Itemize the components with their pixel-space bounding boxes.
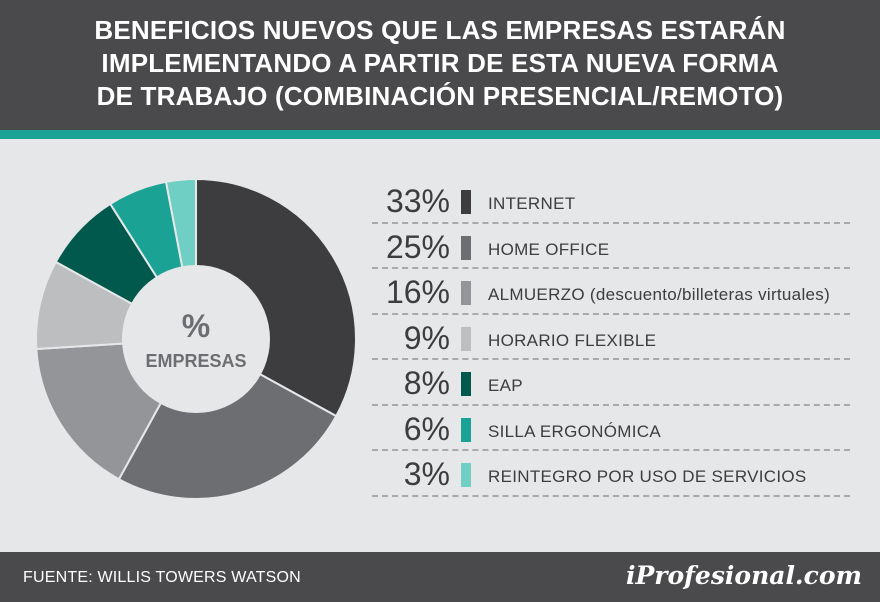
legend-value: 8% — [403, 365, 450, 401]
legend-row: 6% SILLA ERGONÓMICA — [372, 406, 850, 451]
legend-value: 16% — [385, 274, 450, 310]
pie-center-hole — [122, 265, 270, 413]
legend-swatch — [461, 372, 471, 396]
legend-value: 3% — [403, 456, 450, 492]
legend-row: 25% HOME OFFICE — [372, 224, 850, 269]
chart-title: BENEFICIOS NUEVOS QUE LAS EMPRESAS ESTAR… — [20, 14, 860, 113]
legend-row: 3% REINTEGRO POR USO DE SERVICIOS — [372, 451, 850, 497]
legend-row: 16% ALMUERZO (descuento/billeteras virtua… — [372, 269, 850, 315]
pie-slice-2 — [117, 337, 338, 500]
legend-value: 33% — [385, 183, 450, 219]
legend-swatch — [461, 326, 471, 351]
legend-label: ALMUERZO (descuento/billeteras virtuales… — [488, 285, 831, 304]
brand-logo: iProfesional.com — [626, 561, 862, 590]
legend-label: EAP — [488, 376, 523, 395]
legend-label: HOME OFFICE — [488, 239, 610, 259]
footer: FUENTE: WILLIS TOWERS WATSON iProfesiona… — [0, 552, 880, 602]
legend-label: REINTEGRO POR USO DE SERVICIOS — [488, 467, 807, 486]
header-banner: BENEFICIOS NUEVOS QUE LAS EMPRESAS ESTAR… — [0, 0, 880, 130]
legend-value: 6% — [403, 410, 450, 447]
title-line-2: IMPLEMENTANDO A PARTIR DE ESTA NUEVA FOR… — [101, 48, 779, 78]
legend-label: INTERNET — [488, 194, 576, 213]
title-line-1: BENEFICIOS NUEVOS QUE LAS EMPRESAS ESTAR… — [94, 15, 786, 45]
legend-row: 8% EAP — [372, 360, 850, 406]
legend-swatch — [461, 463, 471, 487]
legend-swatch — [461, 235, 471, 260]
source-text: FUENTE: WILLIS TOWERS WATSON — [23, 569, 301, 586]
chart-area: % EMPRESAS — [0, 139, 880, 552]
legend-value: 25% — [385, 228, 450, 265]
title-line-3: DE TRABAJO (COMBINACIÓN PRESENCIAL/REMOT… — [96, 81, 784, 111]
legend-swatch — [461, 417, 471, 442]
center-symbol: % — [182, 308, 210, 344]
legend-swatch — [461, 281, 471, 305]
header-accent-bar — [0, 130, 880, 139]
pie-chart: % EMPRESAS — [35, 177, 357, 500]
legend-swatch — [461, 190, 471, 214]
legend: 33% INTERNET 25% HOME OFFICE 16% ALMUERZO (de… — [372, 178, 850, 497]
legend-label: HORARIO FLEXIBLE — [488, 330, 657, 350]
legend-value: 9% — [403, 319, 450, 356]
legend-row: 33% INTERNET — [372, 178, 850, 224]
legend-label: SILLA ERGONÓMICA — [488, 421, 661, 441]
center-label: EMPRESAS — [145, 351, 246, 371]
legend-row: 9% HORARIO FLEXIBLE — [372, 315, 850, 360]
